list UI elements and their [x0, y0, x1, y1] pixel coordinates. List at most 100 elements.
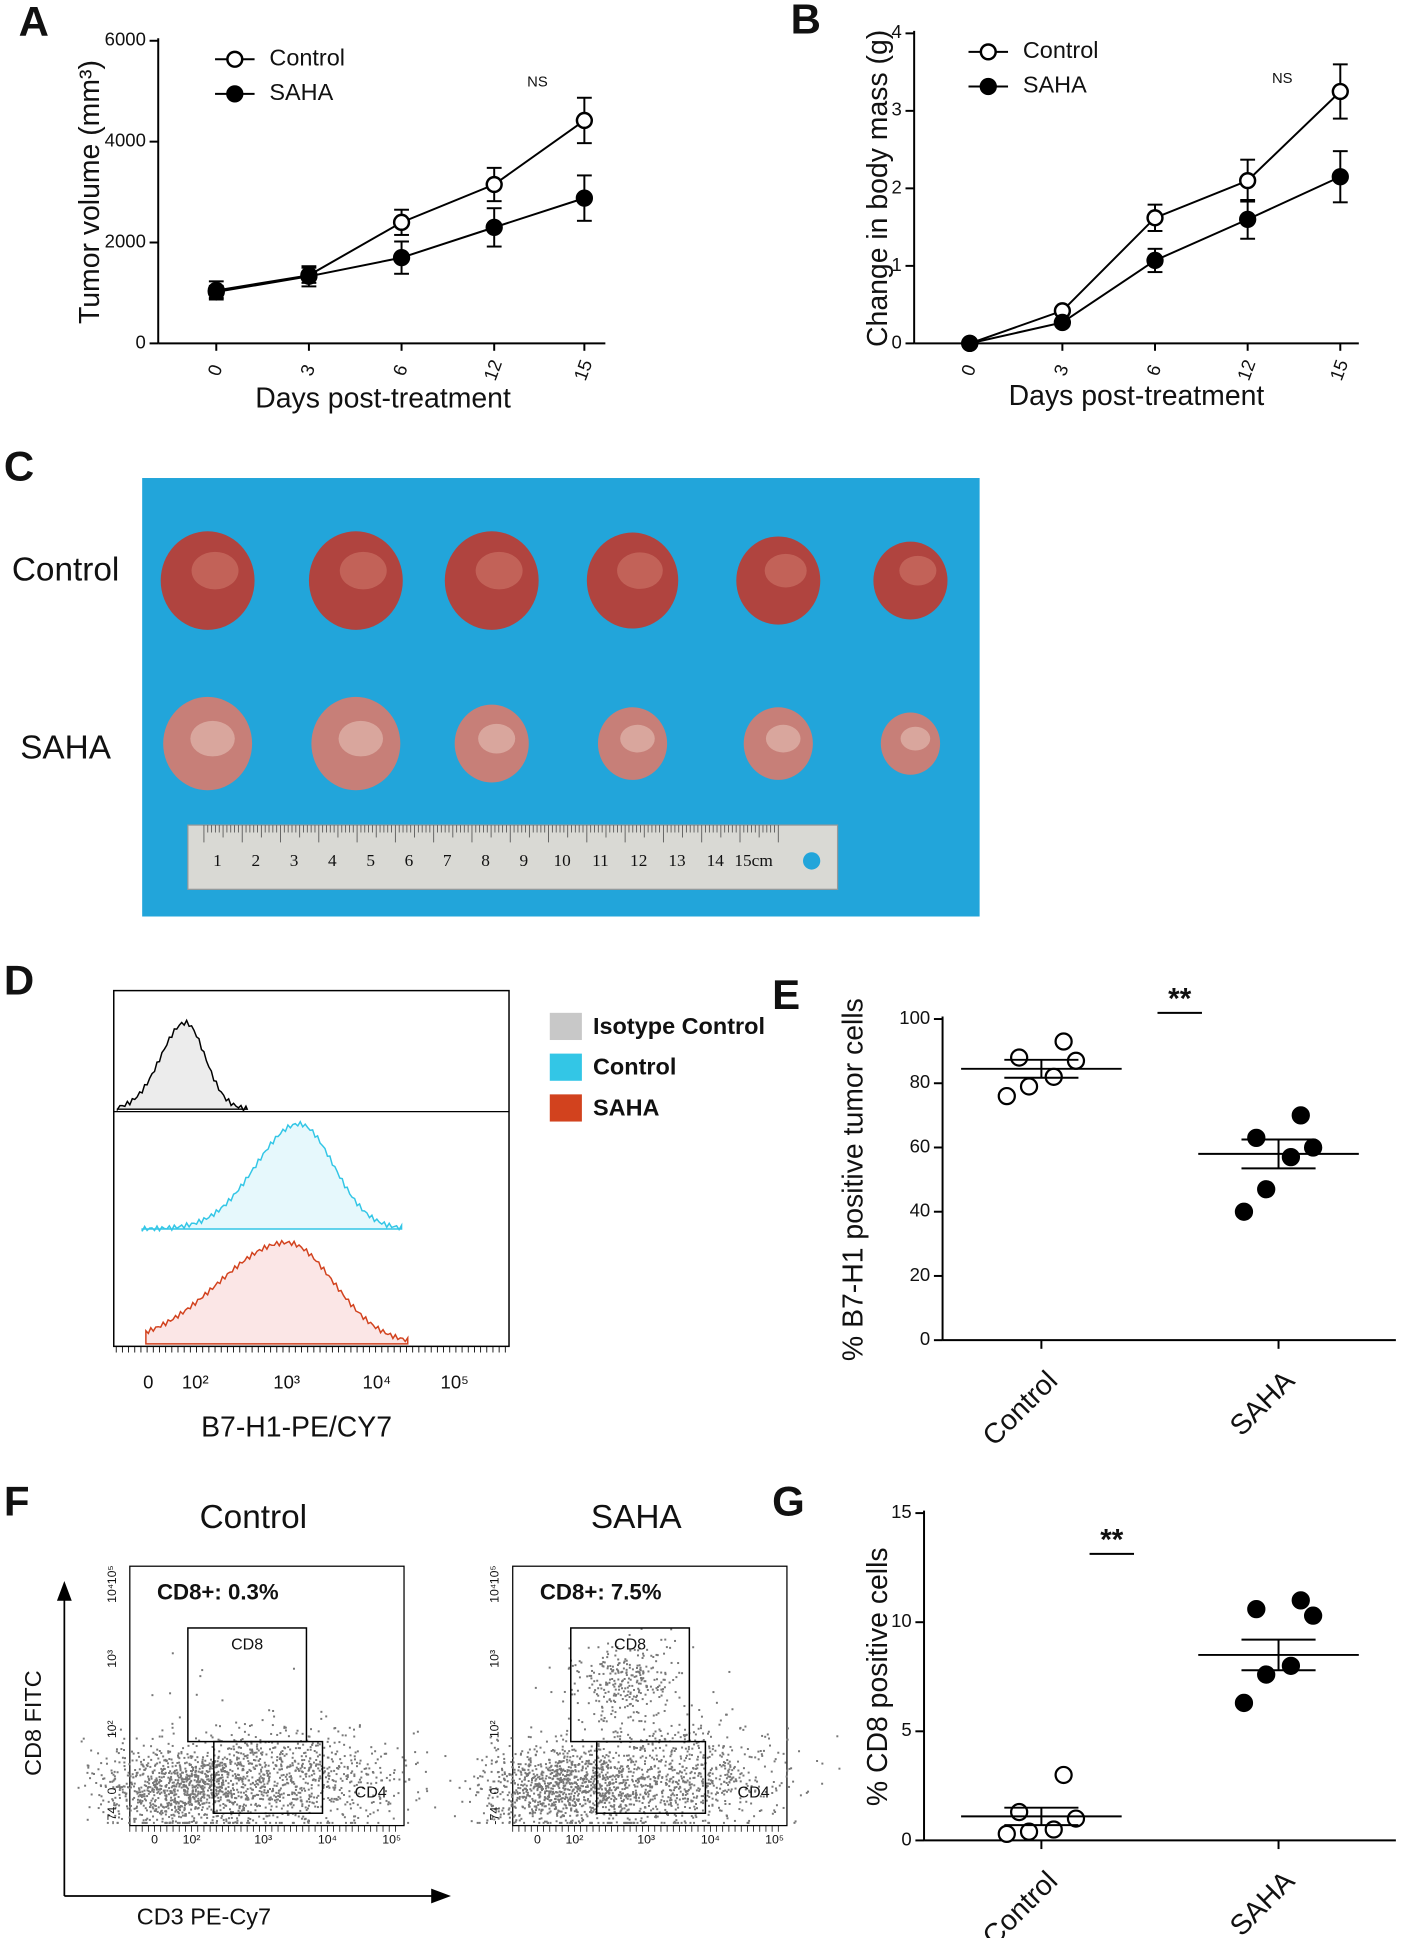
event-dot	[131, 1759, 134, 1762]
event-dot	[353, 1819, 356, 1822]
event-dot	[353, 1728, 355, 1731]
event-dot	[112, 1799, 115, 1802]
event-dot	[166, 1789, 169, 1792]
event-dot	[627, 1716, 630, 1719]
event-dot	[511, 1795, 514, 1798]
panel-letter: E	[772, 971, 800, 1018]
event-dot	[172, 1771, 175, 1774]
event-dot	[154, 1800, 157, 1803]
event-dot	[788, 1767, 791, 1770]
event-dot	[114, 1814, 117, 1817]
event-dot	[679, 1790, 682, 1793]
event-dot	[260, 1752, 262, 1755]
event-dot	[551, 1769, 554, 1772]
event-dot	[407, 1821, 410, 1824]
event-dot	[292, 1821, 295, 1824]
event-dot	[583, 1790, 586, 1793]
tumor-highlight	[765, 724, 801, 753]
event-dot	[165, 1783, 168, 1786]
event-dot	[523, 1783, 526, 1786]
event-dot	[656, 1783, 658, 1786]
event-dot	[290, 1801, 293, 1804]
event-dot	[592, 1769, 594, 1772]
event-dot	[594, 1783, 597, 1786]
event-dot	[694, 1808, 697, 1811]
event-dot	[652, 1795, 655, 1798]
event-dot	[256, 1805, 259, 1808]
event-dot	[696, 1807, 699, 1810]
event-dot	[694, 1814, 697, 1817]
event-dot	[201, 1760, 204, 1763]
event-dot	[407, 1808, 410, 1811]
event-dot	[587, 1750, 590, 1753]
event-dot	[580, 1784, 583, 1787]
event-dot	[558, 1793, 561, 1796]
event-dot	[634, 1785, 637, 1788]
event-dot	[534, 1809, 537, 1812]
event-dot	[638, 1689, 641, 1692]
event-dot	[680, 1775, 683, 1778]
event-dot	[313, 1772, 316, 1775]
event-dot	[741, 1809, 744, 1812]
event-dot	[258, 1772, 261, 1775]
ruler-label: 12	[630, 851, 647, 870]
event-dot	[152, 1821, 155, 1824]
event-dot	[348, 1795, 351, 1798]
event-dot	[629, 1691, 632, 1694]
event-dot	[589, 1762, 592, 1765]
event-dot	[355, 1765, 358, 1768]
event-dot	[244, 1784, 247, 1787]
event-dot	[187, 1802, 190, 1805]
event-dot	[539, 1800, 542, 1803]
event-dot	[632, 1771, 635, 1774]
event-dot	[291, 1821, 294, 1824]
event-dot	[185, 1802, 188, 1805]
event-dot	[160, 1770, 163, 1773]
event-dot	[642, 1654, 645, 1657]
event-dot	[337, 1767, 340, 1770]
event-dot	[199, 1791, 202, 1794]
event-dot	[569, 1796, 572, 1799]
event-dot	[334, 1752, 337, 1755]
event-dot	[619, 1706, 622, 1709]
legend-marker	[979, 77, 997, 96]
event-dot	[200, 1797, 203, 1800]
event-dot	[621, 1765, 624, 1768]
event-dot	[577, 1798, 580, 1801]
event-dot	[614, 1778, 617, 1781]
event-dot	[608, 1801, 611, 1804]
event-dot	[225, 1795, 228, 1798]
event-dot	[316, 1741, 319, 1744]
event-dot	[730, 1772, 733, 1775]
event-dot	[231, 1811, 234, 1813]
event-dot	[523, 1821, 526, 1824]
event-dot	[597, 1687, 600, 1690]
event-dot	[710, 1792, 713, 1795]
event-dot	[629, 1692, 632, 1695]
event-dot	[583, 1781, 586, 1784]
event-dot	[444, 1755, 447, 1758]
event-dot	[213, 1784, 216, 1787]
event-dot	[635, 1675, 638, 1678]
event-dot	[692, 1796, 695, 1799]
event-dot	[360, 1776, 363, 1779]
event-dot	[229, 1759, 232, 1762]
event-dot	[118, 1812, 121, 1815]
event-dot	[670, 1789, 673, 1792]
event-dot	[188, 1821, 191, 1824]
event-dot	[572, 1755, 575, 1758]
event-dot	[131, 1783, 134, 1786]
tumor-highlight	[764, 553, 807, 588]
event-dot	[571, 1748, 574, 1751]
event-dot	[344, 1821, 347, 1824]
event-dot	[254, 1736, 257, 1739]
y-tick-label: 40	[910, 1200, 931, 1221]
event-dot	[205, 1774, 208, 1777]
event-dot	[156, 1762, 159, 1765]
event-dot	[632, 1821, 635, 1824]
event-dot	[590, 1806, 593, 1809]
event-dot	[219, 1788, 222, 1791]
event-dot	[515, 1819, 518, 1822]
event-dot	[684, 1797, 687, 1800]
event-dot	[545, 1775, 548, 1778]
